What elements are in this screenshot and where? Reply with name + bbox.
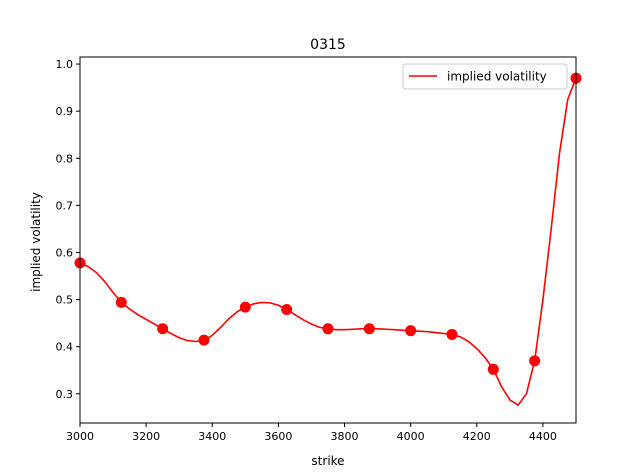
- data-point-marker: [363, 323, 375, 335]
- y-tick-label: 1.0: [56, 58, 74, 71]
- y-tick-label: 0.6: [56, 246, 74, 259]
- y-tick-label: 0.8: [56, 152, 74, 165]
- x-tick-label: 4400: [529, 430, 557, 443]
- y-tick-label: 0.7: [56, 199, 74, 212]
- data-point-marker: [157, 323, 169, 335]
- x-tick-label: 4200: [463, 430, 491, 443]
- x-tick-label: 3600: [264, 430, 292, 443]
- x-tick-label: 3400: [198, 430, 226, 443]
- y-tick-label: 0.4: [56, 341, 74, 354]
- data-point-marker: [115, 296, 127, 308]
- data-point-marker: [529, 355, 541, 367]
- data-point-marker: [281, 303, 293, 315]
- y-tick-label: 0.5: [56, 294, 74, 307]
- x-axis-label: strike: [311, 454, 344, 468]
- x-tick-label: 3000: [66, 430, 94, 443]
- data-point-marker: [446, 328, 458, 340]
- x-tick-label: 3800: [331, 430, 359, 443]
- legend: implied volatility: [402, 63, 568, 90]
- legend-box: [402, 63, 568, 90]
- y-tick-label: 0.9: [56, 105, 74, 118]
- data-point-marker: [322, 323, 334, 335]
- x-tick-label: 3200: [132, 430, 160, 443]
- data-point-marker: [487, 363, 499, 375]
- legend-label: implied volatility: [447, 70, 547, 84]
- data-point-marker: [239, 301, 251, 313]
- y-axis-label: implied volatility: [29, 192, 43, 292]
- data-point-marker: [405, 325, 417, 337]
- data-point-marker: [198, 334, 210, 346]
- axis-ticks: 3000 3200 3400 3600 3800 4000 4200 4400 0.3 0.4 0.…: [56, 58, 557, 443]
- chart-title: 0315: [310, 37, 346, 53]
- x-tick-label: 4000: [397, 430, 425, 443]
- y-tick-label: 0.3: [56, 388, 74, 401]
- plot-frame: [79, 56, 577, 424]
